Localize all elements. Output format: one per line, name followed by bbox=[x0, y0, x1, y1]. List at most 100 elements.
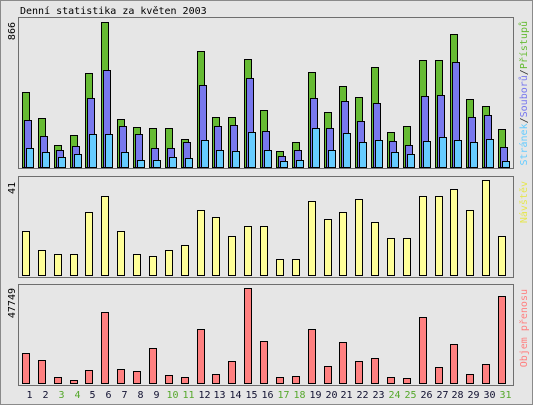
day-label-24: 24 bbox=[388, 390, 400, 401]
volume-bar-day-8 bbox=[133, 371, 141, 384]
pages-bar-day-21 bbox=[343, 133, 351, 168]
x-axis-day-labels: 1 2 3 4 5 6 7 8 9 10 11 12 13 14 15 16 17 18 19 20 21 22 23 24 2… bbox=[26, 390, 511, 401]
visits-bar-day-2 bbox=[38, 250, 46, 276]
volume-bar-day-11 bbox=[181, 377, 189, 384]
visits-bar-day-22 bbox=[355, 199, 363, 276]
visits-bar-day-10 bbox=[165, 250, 173, 276]
pages-bar-day-12 bbox=[201, 140, 209, 168]
day-label-15: 15 bbox=[245, 390, 257, 401]
day-label-19: 19 bbox=[309, 390, 321, 401]
volume-bar-day-20 bbox=[324, 366, 332, 384]
pages-bar-day-11 bbox=[185, 158, 193, 168]
pages-bar-day-2 bbox=[42, 152, 50, 168]
volume-bar-day-1 bbox=[22, 353, 30, 384]
volume-bar-day-15 bbox=[244, 288, 252, 384]
visits-bar-day-8 bbox=[133, 254, 141, 276]
legend-volume: Objem přenosu bbox=[518, 289, 530, 367]
legend-files: Souborů bbox=[518, 75, 530, 117]
day-label-23: 23 bbox=[372, 390, 384, 401]
volume-bar-day-13 bbox=[212, 374, 220, 384]
pages-bar-day-27 bbox=[439, 137, 447, 168]
pages-bar-day-13 bbox=[216, 150, 224, 168]
day-label-5: 5 bbox=[89, 390, 95, 401]
day-label-27: 27 bbox=[436, 390, 448, 401]
visits-bar-day-21 bbox=[339, 212, 347, 276]
volume-bar-day-29 bbox=[466, 374, 474, 384]
visits-bar-day-6 bbox=[101, 196, 109, 276]
volume-bar-day-17 bbox=[276, 377, 284, 384]
volume-bar-day-19 bbox=[308, 329, 316, 384]
volume-bar-day-31 bbox=[498, 296, 506, 384]
pages-bar-day-20 bbox=[328, 150, 336, 168]
day-label-16: 16 bbox=[261, 390, 273, 401]
volume-bar-day-14 bbox=[228, 361, 236, 384]
visits-bar-day-13 bbox=[212, 217, 220, 276]
visits-bar-day-19 bbox=[308, 201, 316, 276]
pages-bar-day-14 bbox=[232, 151, 240, 168]
pages-bar-day-26 bbox=[423, 141, 431, 168]
day-label-8: 8 bbox=[137, 390, 143, 401]
visits-bar-day-14 bbox=[228, 236, 236, 276]
day-label-25: 25 bbox=[404, 390, 416, 401]
pages-bar-day-22 bbox=[359, 142, 367, 168]
volume-bar-day-21 bbox=[339, 342, 347, 384]
visits-bar-day-18 bbox=[292, 259, 300, 276]
day-label-17: 17 bbox=[277, 390, 289, 401]
day-label-21: 21 bbox=[340, 390, 352, 401]
pages-bar-day-15 bbox=[248, 132, 256, 168]
volume-bar-day-16 bbox=[260, 341, 268, 384]
visits-bar-day-27 bbox=[435, 196, 443, 276]
day-label-11: 11 bbox=[182, 390, 194, 401]
volume-bar-day-26 bbox=[419, 317, 427, 384]
volume-bar-day-24 bbox=[387, 377, 395, 384]
pages-bar-day-30 bbox=[486, 139, 494, 168]
day-label-13: 13 bbox=[213, 390, 225, 401]
visits-bar-day-4 bbox=[70, 254, 78, 276]
volume-bar-day-7 bbox=[117, 369, 125, 384]
day-label-6: 6 bbox=[105, 390, 111, 401]
volume-bar-day-6 bbox=[101, 312, 109, 384]
visits-bar-day-23 bbox=[371, 222, 379, 276]
visits-bar-day-30 bbox=[482, 180, 490, 276]
visits-bar-day-29 bbox=[466, 210, 474, 276]
pages-bar-day-24 bbox=[391, 152, 399, 168]
volume-bar-day-4 bbox=[70, 380, 78, 384]
pages-bar-day-31 bbox=[502, 161, 510, 168]
volume-bar-day-2 bbox=[38, 360, 46, 384]
visits-bar-day-9 bbox=[149, 256, 157, 276]
legend-pages: Stránek bbox=[518, 123, 530, 165]
volume-bar-day-30 bbox=[482, 364, 490, 384]
day-label-26: 26 bbox=[420, 390, 432, 401]
volume-bar-day-5 bbox=[85, 370, 93, 384]
day-label-30: 30 bbox=[483, 390, 495, 401]
visits-bars bbox=[22, 180, 506, 276]
volume-bar-day-12 bbox=[197, 329, 205, 384]
visits-bar-day-7 bbox=[117, 231, 125, 276]
pages-bar-day-29 bbox=[470, 142, 478, 168]
visits-bar-day-12 bbox=[197, 210, 205, 276]
day-label-2: 2 bbox=[42, 390, 48, 401]
day-label-7: 7 bbox=[121, 390, 127, 401]
visits-bar-day-16 bbox=[260, 226, 268, 276]
hits-files-pages-bars bbox=[22, 22, 510, 168]
day-label-10: 10 bbox=[166, 390, 178, 401]
day-label-20: 20 bbox=[325, 390, 337, 401]
volume-bar-day-23 bbox=[371, 358, 379, 384]
day-label-1: 1 bbox=[26, 390, 32, 401]
legend-hits: Přístupů bbox=[518, 21, 530, 69]
volume-bar-day-22 bbox=[355, 361, 363, 384]
volume-bar-day-27 bbox=[435, 367, 443, 384]
visits-bar-day-26 bbox=[419, 196, 427, 276]
pages-bar-day-17 bbox=[280, 161, 288, 168]
legend-separator: / bbox=[519, 117, 530, 123]
chart-title: Denní statistika za květen 2003 bbox=[20, 5, 207, 17]
visits-bar-day-17 bbox=[276, 259, 284, 276]
visits-bar-day-31 bbox=[498, 236, 506, 276]
volume-bars bbox=[22, 288, 506, 384]
visits-bar-day-11 bbox=[181, 245, 189, 276]
pages-bar-day-4 bbox=[74, 154, 82, 168]
pages-bar-day-5 bbox=[89, 134, 97, 168]
day-label-22: 22 bbox=[356, 390, 368, 401]
pages-bar-day-16 bbox=[264, 150, 272, 168]
